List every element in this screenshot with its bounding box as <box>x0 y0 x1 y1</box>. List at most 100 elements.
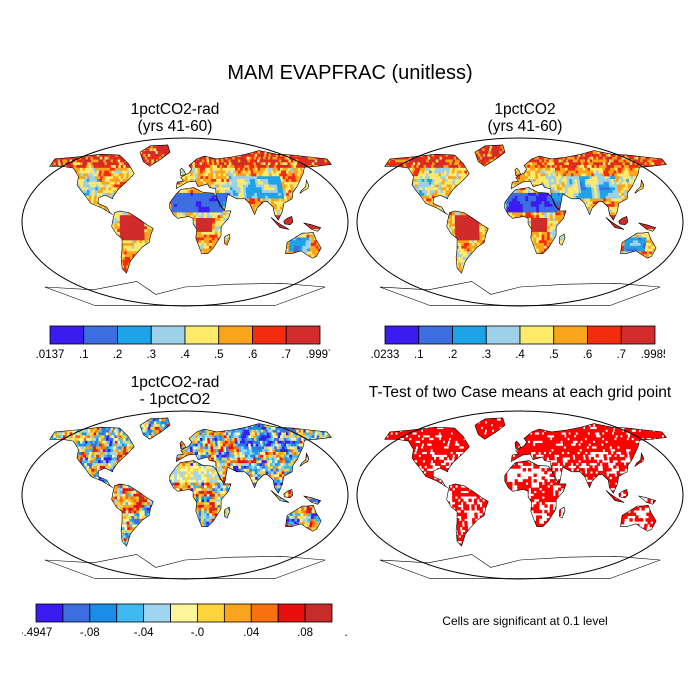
coastline <box>270 217 290 230</box>
colorbar-diff: -.4947 -.08 -.04 -.0 .04 .08 .4543 <box>22 603 347 639</box>
coastline <box>139 417 171 440</box>
colorbar-tick-label: .1 <box>79 349 89 361</box>
colorbar-tick-label: -.0 <box>191 627 204 639</box>
coastline <box>299 179 310 195</box>
colorbar-swatch <box>35 603 64 623</box>
colorbar-tick-label: .3 <box>146 349 156 361</box>
colorbar-swatch <box>304 603 333 623</box>
colorbar-tick-label: .04 <box>243 627 260 639</box>
coastline <box>618 488 629 499</box>
colorbar-tick-label: .0233 <box>371 349 400 361</box>
map-frame <box>356 137 684 307</box>
colorbar-tick-label: .4543 <box>345 627 347 639</box>
colorbar-swatch <box>452 325 487 345</box>
panel-title-rad-line1: 1pctCO2-rad <box>55 101 295 118</box>
coastline <box>283 215 294 226</box>
colorbar-tick-label: .08 <box>297 627 313 639</box>
colorbar-swatch <box>485 325 521 345</box>
colorbar-swatch <box>116 603 145 623</box>
colorbar-tick-label: .9985 <box>641 349 665 361</box>
coastline <box>620 504 657 532</box>
colorbar-tick-label: .2 <box>113 349 123 361</box>
map-ctl <box>356 137 684 307</box>
colorbar-swatch <box>150 325 186 345</box>
coastline <box>175 423 332 494</box>
coastline <box>285 504 322 532</box>
colorbar-swatch <box>83 325 118 345</box>
colorbar-swatch <box>553 325 588 345</box>
coastline <box>379 554 661 579</box>
colorbar-swatch <box>218 325 253 345</box>
colorbar-swatch <box>184 325 220 345</box>
map-frame <box>21 137 349 307</box>
coastline <box>384 153 470 215</box>
coastline <box>224 233 231 246</box>
panel-title-ctl-line2: (yrs 41-60) <box>405 118 645 135</box>
figure-title: MAM EVAPFRAC (unitless) <box>0 62 700 85</box>
coastline <box>446 210 489 274</box>
coastline <box>44 554 326 579</box>
coastline <box>504 460 567 527</box>
colorbar-tick-label: .1 <box>414 349 424 361</box>
panel-title-diff-line2: - 1pctCO2 <box>55 391 295 408</box>
coastline <box>44 281 326 306</box>
panel-title-rad: 1pctCO2-rad (yrs 41-60) <box>55 101 295 135</box>
colorbar-tick-label: .6 <box>583 349 593 361</box>
colorbar-tick-label: -.04 <box>134 627 154 639</box>
panel-title-ctl-line1: 1pctCO2 <box>405 101 645 118</box>
colorbar-tick-label: .3 <box>481 349 491 361</box>
colorbar-swatch <box>170 603 198 623</box>
colorbar-swatch <box>384 325 420 345</box>
colorbar-tick-label: .2 <box>448 349 458 361</box>
panel-title-diff: 1pctCO2-rad - 1pctCO2 <box>55 374 295 408</box>
colorbar-swatch <box>49 325 85 345</box>
colorbar-tick-label: .9997 <box>306 349 330 361</box>
coastline <box>618 215 629 226</box>
colorbar-swatch <box>250 603 279 623</box>
colorbar-ctl: .0233 .1 .2 .3 .4 .5 .6 .7 .9985 <box>371 325 665 361</box>
coastline <box>303 495 322 505</box>
coastline <box>510 423 667 494</box>
panel-title-diff-line1: 1pctCO2-rad <box>55 374 295 391</box>
coastline <box>634 179 645 195</box>
coastline <box>179 167 187 176</box>
map-diff <box>21 410 349 580</box>
coastline <box>634 452 645 468</box>
coastline <box>514 167 522 176</box>
map-ttest <box>356 410 684 580</box>
colorbar-tick-label: .0137 <box>36 349 65 361</box>
colorbar-tick-label: .4 <box>515 349 525 361</box>
colorbar-swatch <box>62 603 91 623</box>
colorbar-tick-label: .5 <box>214 349 224 361</box>
map-rad <box>21 137 349 307</box>
colorbar-swatch <box>252 325 287 345</box>
panel-title-ttest: T-Test of two Case means at each grid po… <box>350 384 690 401</box>
coastline <box>169 187 232 254</box>
coastline <box>299 452 310 468</box>
coastline <box>285 231 322 259</box>
coastline <box>49 426 135 488</box>
coastline <box>111 210 154 274</box>
coastline <box>139 144 171 167</box>
colorbar-swatch <box>117 325 152 345</box>
coastline <box>474 144 506 167</box>
significance-note: Cells are significant at 0.1 level <box>380 614 670 628</box>
coastline <box>303 222 322 232</box>
colorbar-tick-label: -.4947 <box>22 627 52 639</box>
coastline <box>514 440 522 449</box>
colorbar-tick-label: .4 <box>180 349 190 361</box>
coastline <box>179 440 187 449</box>
colorbar-swatch <box>418 325 453 345</box>
coastline <box>379 281 661 306</box>
coastline <box>283 488 294 499</box>
coastline <box>169 460 232 527</box>
coastline <box>224 506 231 519</box>
map-frame <box>356 410 684 580</box>
map-frame <box>21 410 349 580</box>
coastline <box>111 483 154 547</box>
coastline <box>270 490 290 503</box>
colorbar-tick-label: .6 <box>248 349 258 361</box>
colorbar-tick-label: .7 <box>281 349 291 361</box>
colorbar-swatch <box>143 603 171 623</box>
coastline <box>638 222 657 232</box>
